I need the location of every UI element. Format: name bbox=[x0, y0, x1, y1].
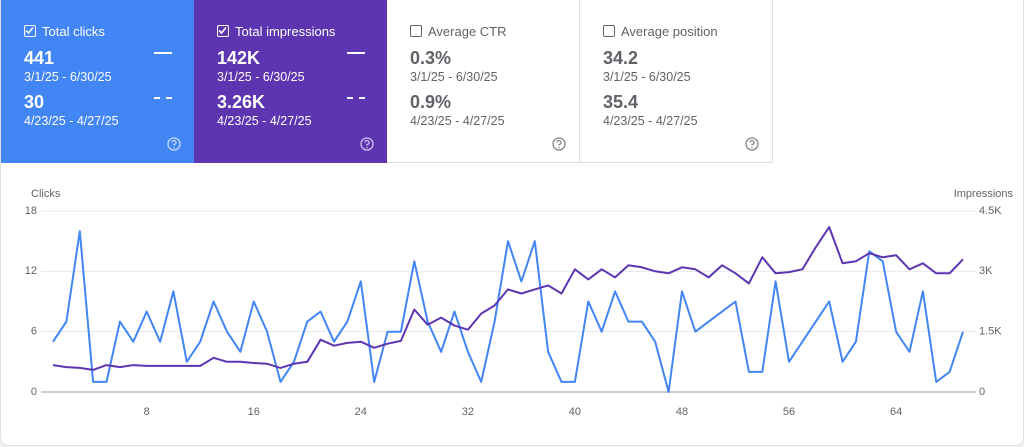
x-tick-label: 16 bbox=[248, 406, 260, 418]
card-label: Average CTR bbox=[428, 23, 507, 39]
help bbox=[167, 137, 181, 151]
help-icon bbox=[360, 137, 374, 156]
series-line bbox=[52, 226, 964, 371]
metric-card[interactable]: Average position 34.2 3/1/25 - 6/30/25 35.4… bbox=[580, 0, 773, 163]
y2-tick-label: 4.5K bbox=[979, 205, 1002, 217]
card-value: 34.2 bbox=[603, 48, 639, 68]
y-tick-label: 18 bbox=[25, 205, 37, 217]
metric-card[interactable]: Average CTR 0.3% 3/1/25 - 6/30/25 0.9% 4/23/… bbox=[387, 0, 580, 163]
card-label: Total impressions bbox=[235, 23, 336, 39]
card-value: 142K bbox=[217, 48, 261, 68]
card-range: 3/1/25 - 6/30/25 bbox=[217, 70, 305, 84]
x-tick-label: 64 bbox=[890, 406, 902, 418]
y2-axis-label: Impressions bbox=[954, 188, 1014, 200]
card-header: Average position bbox=[603, 22, 772, 40]
card-compare-range: 4/23/25 - 4/27/25 bbox=[410, 114, 505, 128]
y-axis-label: Clicks bbox=[31, 188, 61, 200]
y2-tick-label: 0 bbox=[979, 386, 985, 398]
y-tick-label: 0 bbox=[31, 386, 37, 398]
checkbox bbox=[24, 25, 36, 37]
checkbox bbox=[603, 25, 615, 37]
card-compare-value: 0.9% bbox=[410, 92, 452, 112]
x-tick-label: 40 bbox=[569, 406, 581, 418]
metric-card[interactable]: Total clicks 441 3/1/25 - 6/30/25 30 4/23/25… bbox=[1, 0, 194, 163]
card-range: 3/1/25 - 6/30/25 bbox=[603, 70, 691, 84]
card-value: 0.3% bbox=[410, 48, 452, 68]
help-icon bbox=[552, 137, 566, 156]
metric-card[interactable]: Total impressions 142K 3/1/25 - 6/30/25 3.2… bbox=[194, 0, 387, 163]
help-icon bbox=[167, 137, 181, 156]
card-range: 3/1/25 - 6/30/25 bbox=[410, 70, 498, 84]
help bbox=[745, 137, 759, 151]
card-compare-range: 4/23/25 - 4/27/25 bbox=[603, 114, 698, 128]
x-tick-label: 32 bbox=[462, 406, 474, 418]
y-tick-label: 12 bbox=[25, 265, 37, 277]
checkbox bbox=[410, 25, 422, 37]
check bbox=[218, 26, 227, 35]
card-compare-value: 3.26K bbox=[217, 92, 266, 112]
y2-tick-label: 1.5K bbox=[979, 326, 1002, 338]
series-line bbox=[52, 230, 964, 393]
legend-line-solid bbox=[347, 52, 365, 54]
card-range: 3/1/25 - 6/30/25 bbox=[24, 70, 112, 84]
y-tick-label: 6 bbox=[31, 326, 37, 338]
card-label: Total clicks bbox=[42, 23, 105, 39]
card-header: Average CTR bbox=[410, 22, 579, 40]
x-tick-label: 48 bbox=[676, 406, 688, 418]
legend-line-dashed bbox=[154, 97, 172, 99]
card-label: Average position bbox=[621, 23, 718, 39]
legend-line-dashed bbox=[347, 97, 365, 99]
checkbox bbox=[217, 25, 229, 37]
check bbox=[25, 26, 34, 35]
help bbox=[360, 137, 374, 151]
x-tick-label: 24 bbox=[355, 406, 367, 418]
x-tick-label: 56 bbox=[783, 406, 795, 418]
legend-line-solid bbox=[154, 52, 172, 54]
help-icon bbox=[745, 137, 759, 156]
card-header: Total impressions bbox=[217, 22, 387, 40]
card-compare-range: 4/23/25 - 4/27/25 bbox=[24, 114, 119, 128]
card-compare-range: 4/23/25 - 4/27/25 bbox=[217, 114, 312, 128]
card-compare-value: 35.4 bbox=[603, 92, 639, 112]
x-tick-label: 8 bbox=[144, 406, 150, 418]
card-compare-value: 30 bbox=[24, 92, 45, 112]
help bbox=[552, 137, 566, 151]
chart: Clicks Impressions 0 6 12 18 0 1.5K 3K 4.5K 8 16 2… bbox=[25, 188, 1014, 418]
y2-tick-label: 3K bbox=[979, 265, 993, 277]
card-header: Total clicks bbox=[24, 22, 194, 40]
card-value: 441 bbox=[24, 48, 55, 68]
